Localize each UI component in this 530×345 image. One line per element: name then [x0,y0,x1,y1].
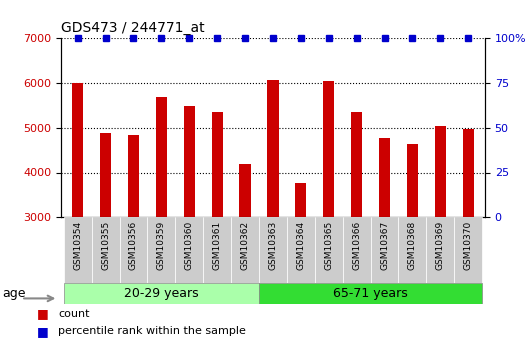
Text: GSM10370: GSM10370 [464,221,473,270]
Text: GSM10359: GSM10359 [157,221,166,270]
FancyBboxPatch shape [287,217,315,283]
FancyBboxPatch shape [120,217,147,283]
Bar [435,126,446,345]
Bar [407,144,418,345]
Bar [211,111,223,345]
Text: GSM10368: GSM10368 [408,221,417,270]
FancyBboxPatch shape [64,283,259,304]
Bar [463,129,474,345]
Text: GSM10361: GSM10361 [213,221,222,270]
Text: percentile rank within the sample: percentile rank within the sample [58,326,246,336]
Text: 20-29 years: 20-29 years [124,287,199,300]
FancyBboxPatch shape [426,217,454,283]
Bar [100,133,111,345]
Text: GSM10356: GSM10356 [129,221,138,270]
Bar [72,83,83,345]
Bar [351,111,362,345]
Text: age: age [3,287,26,300]
Text: ■: ■ [37,325,49,338]
Text: GSM10363: GSM10363 [269,221,277,270]
FancyBboxPatch shape [175,217,203,283]
Bar [295,183,306,345]
Bar [323,81,334,345]
Text: GSM10360: GSM10360 [185,221,194,270]
Text: GSM10364: GSM10364 [296,221,305,270]
FancyBboxPatch shape [64,217,92,283]
Text: GSM10354: GSM10354 [73,221,82,270]
Text: GSM10365: GSM10365 [324,221,333,270]
Text: GSM10362: GSM10362 [241,221,250,270]
Text: GSM10369: GSM10369 [436,221,445,270]
Text: 65-71 years: 65-71 years [333,287,408,300]
Text: count: count [58,309,90,319]
Bar [156,97,167,345]
Bar [267,80,279,345]
Text: GSM10366: GSM10366 [352,221,361,270]
Text: GSM10367: GSM10367 [380,221,389,270]
FancyBboxPatch shape [259,217,287,283]
Text: GDS473 / 244771_at: GDS473 / 244771_at [61,21,205,35]
Text: GSM10355: GSM10355 [101,221,110,270]
FancyBboxPatch shape [147,217,175,283]
FancyBboxPatch shape [370,217,399,283]
Bar [128,135,139,345]
FancyBboxPatch shape [231,217,259,283]
Bar [240,164,251,345]
FancyBboxPatch shape [399,217,426,283]
FancyBboxPatch shape [92,217,120,283]
FancyBboxPatch shape [343,217,370,283]
Bar [184,106,195,345]
FancyBboxPatch shape [315,217,343,283]
Bar [379,138,390,345]
FancyBboxPatch shape [203,217,231,283]
Text: ■: ■ [37,307,49,321]
FancyBboxPatch shape [259,283,482,304]
FancyBboxPatch shape [454,217,482,283]
